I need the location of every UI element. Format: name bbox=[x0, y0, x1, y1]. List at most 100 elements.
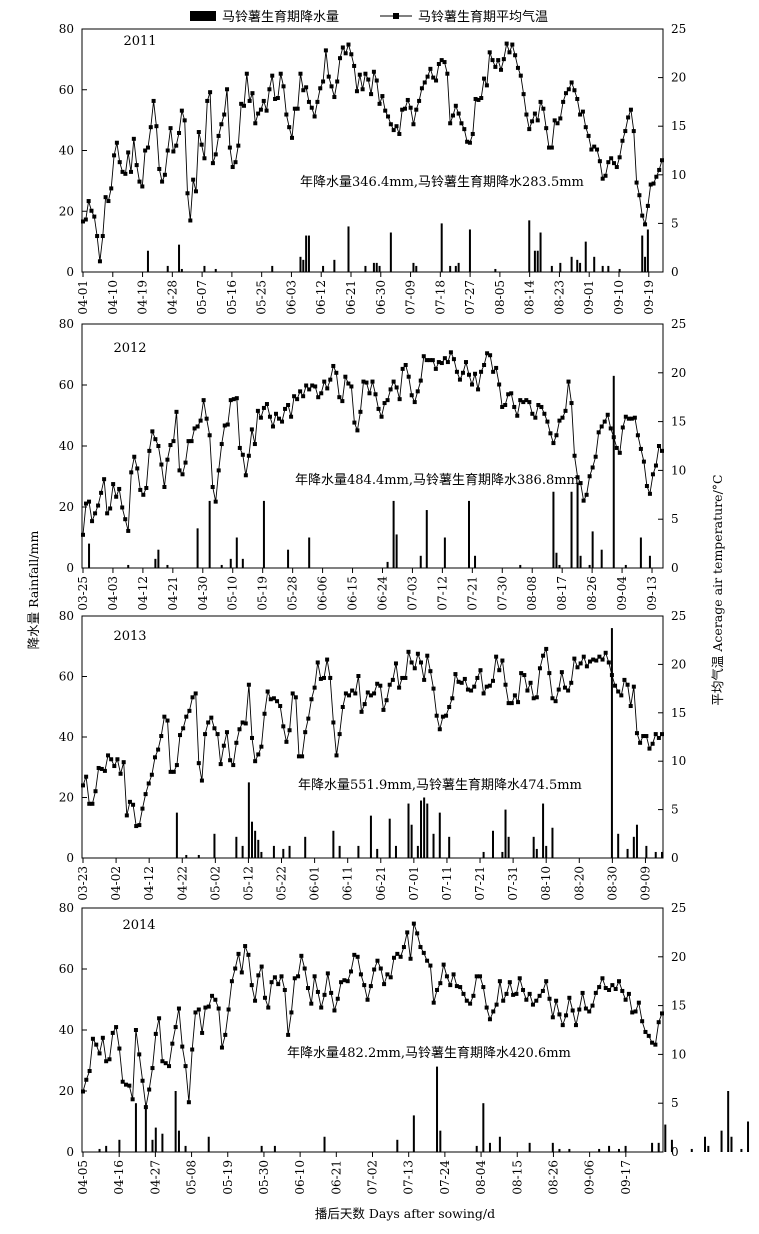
temperature-point bbox=[581, 110, 585, 114]
temperature-point bbox=[84, 775, 88, 779]
temperature-point bbox=[435, 714, 439, 718]
rainfall-bar bbox=[308, 236, 310, 272]
left-tick-label: 0 bbox=[66, 265, 74, 279]
x-tick-label: 04-27 bbox=[148, 1160, 162, 1195]
temperature-point bbox=[276, 96, 280, 100]
temperature-point bbox=[111, 1031, 115, 1035]
x-tick-label: 04-28 bbox=[165, 280, 179, 315]
x-tick-label: 06-06 bbox=[316, 576, 330, 611]
temperature-point bbox=[117, 487, 121, 491]
temperature-point bbox=[230, 979, 234, 983]
temperature-point bbox=[438, 981, 442, 985]
temperature-point bbox=[98, 1051, 102, 1055]
temperature-point bbox=[147, 449, 151, 453]
temperature-point bbox=[448, 983, 452, 987]
rainfall-bar bbox=[99, 1149, 101, 1152]
rainfall-bar bbox=[602, 266, 604, 272]
temperature-point bbox=[217, 468, 221, 472]
rainfall-bar bbox=[664, 1125, 666, 1152]
temperature-point bbox=[558, 116, 562, 120]
temperature-point bbox=[231, 165, 235, 169]
temperature-point bbox=[575, 665, 579, 669]
rainfall-bar bbox=[593, 257, 595, 272]
x-tick-label: 06-12 bbox=[314, 280, 328, 315]
temperature-point bbox=[579, 481, 583, 485]
temperature-point bbox=[548, 431, 552, 435]
temperature-point bbox=[322, 676, 326, 680]
temperature-point bbox=[212, 726, 216, 730]
temperature-point bbox=[555, 121, 559, 125]
temperature-point bbox=[392, 956, 396, 960]
temperature-point bbox=[84, 1078, 88, 1082]
x-tick-label: 04-05 bbox=[76, 1160, 90, 1195]
temperature-point bbox=[284, 740, 288, 744]
x-tick-label: 06-15 bbox=[346, 576, 360, 611]
rainfall-bar bbox=[439, 813, 441, 858]
temperature-point bbox=[87, 500, 91, 504]
temperature-point bbox=[629, 704, 633, 708]
temperature-point bbox=[332, 95, 336, 99]
rainfall-bar bbox=[492, 831, 494, 858]
temperature-point bbox=[579, 661, 583, 665]
temperature-point bbox=[150, 773, 154, 777]
temperature-point bbox=[469, 689, 473, 693]
temperature-point bbox=[341, 45, 345, 49]
temperature-point bbox=[564, 1013, 568, 1017]
temperature-point bbox=[284, 113, 288, 117]
rainfall-bar bbox=[536, 849, 538, 858]
left-tick-label: 20 bbox=[59, 1084, 74, 1098]
temperature-point bbox=[512, 405, 516, 409]
temperature-point bbox=[510, 701, 514, 705]
temperature-point bbox=[101, 234, 105, 238]
temperature-point bbox=[634, 1009, 638, 1013]
rainfall-bar bbox=[592, 531, 594, 568]
temperature-point bbox=[597, 985, 601, 989]
temperature-point bbox=[187, 1100, 191, 1104]
temperature-point bbox=[640, 214, 644, 218]
temperature-point bbox=[90, 519, 94, 523]
temperature-point bbox=[126, 529, 130, 533]
chart-panel-2012: 0 20 40 60 80 0 5 10 15 20 25 03-25 04-03 04-12 04-21 0… bbox=[59, 317, 687, 611]
temperature-point bbox=[612, 161, 616, 165]
temperature-point bbox=[621, 425, 625, 429]
temperature-point bbox=[141, 493, 145, 497]
temperature-point bbox=[278, 704, 282, 708]
temperature-point bbox=[638, 741, 642, 745]
temperature-point bbox=[214, 500, 218, 504]
left-tick-label: 60 bbox=[59, 962, 74, 976]
temperature-point bbox=[208, 90, 212, 94]
rainfall-bar bbox=[376, 263, 378, 272]
temperature-point bbox=[283, 407, 287, 411]
temperature-point bbox=[587, 134, 591, 138]
left-tick-label: 0 bbox=[66, 561, 74, 575]
x-tick-label: 08-14 bbox=[523, 280, 537, 315]
x-tick-label: 07-21 bbox=[465, 576, 479, 611]
rainfall-bar bbox=[393, 501, 395, 568]
temperature-point bbox=[391, 678, 395, 682]
rainfall-bar bbox=[644, 257, 646, 272]
temperature-point bbox=[434, 367, 438, 371]
temperature-point bbox=[270, 980, 274, 984]
rainfall-bar bbox=[551, 266, 553, 272]
temperature-point bbox=[202, 398, 206, 402]
temperature-point bbox=[131, 803, 135, 807]
temperature-point bbox=[539, 405, 543, 409]
temperature-point bbox=[123, 517, 127, 521]
temperature-point bbox=[459, 121, 463, 125]
temperature-point bbox=[138, 488, 142, 492]
temperature-point bbox=[243, 944, 247, 948]
temperature-point bbox=[349, 52, 353, 56]
rainfall-bar bbox=[537, 251, 539, 272]
temperature-point bbox=[240, 970, 244, 974]
temperature-point bbox=[381, 708, 385, 712]
right-tick-label: 5 bbox=[671, 803, 679, 817]
temperature-point bbox=[253, 442, 257, 446]
temperature-point bbox=[183, 118, 187, 122]
temperature-point bbox=[606, 160, 610, 164]
left-tick-label: 40 bbox=[59, 730, 74, 744]
temperature-point bbox=[627, 992, 631, 996]
x-tick-label: 07-30 bbox=[495, 576, 509, 611]
x-tick-label: 04-01 bbox=[76, 280, 90, 315]
temperature-point bbox=[203, 732, 207, 736]
